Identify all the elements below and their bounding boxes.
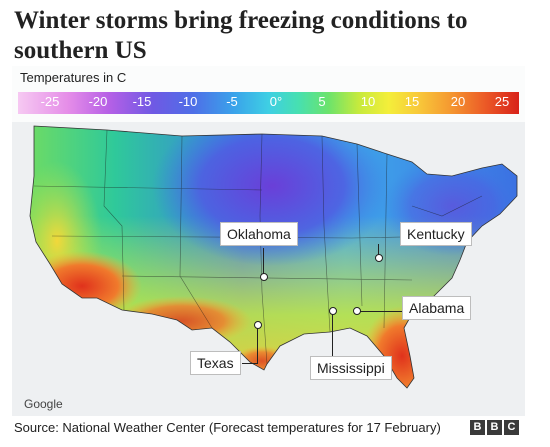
source-note: Source: National Weather Center (Forecas… — [14, 420, 441, 435]
label-texas: Texas — [190, 351, 241, 375]
kentucky-leader — [378, 244, 379, 258]
logo-letter: B — [470, 420, 485, 435]
legend-tick: 10 — [360, 94, 376, 109]
texas-marker — [254, 321, 262, 329]
texas-leader — [257, 326, 258, 364]
land-shape — [30, 126, 517, 388]
label-oklahoma: Oklahoma — [220, 222, 298, 246]
legend-tick: 25 — [494, 94, 510, 109]
logo-letter: C — [504, 420, 519, 435]
legend-title: Temperatures in C — [20, 70, 127, 85]
texas-leader — [242, 363, 258, 364]
bbc-logo: B B C — [470, 420, 519, 435]
legend-tick: -15 — [132, 94, 152, 109]
us-outline — [29, 125, 518, 389]
headline: Winter storms bring freezing conditions … — [14, 7, 468, 64]
label-kentucky: Kentucky — [400, 222, 472, 246]
alabama-leader — [356, 311, 402, 312]
temperature-legend: Temperatures in C -25 -20 -15 -10 -5 0° … — [12, 66, 525, 122]
legend-tick: -20 — [88, 94, 108, 109]
legend-tick: 5 — [318, 94, 326, 109]
alabama-marker — [353, 307, 361, 315]
legend-tick: 20 — [450, 94, 466, 109]
oklahoma-leader — [263, 248, 264, 275]
mississippi-leader — [332, 312, 333, 356]
label-mississippi: Mississippi — [310, 356, 392, 380]
label-alabama: Alabama — [402, 296, 472, 320]
mississippi-marker — [329, 307, 337, 315]
kentucky-marker — [375, 254, 383, 262]
legend-tick: -5 — [226, 94, 238, 109]
logo-letter: B — [487, 420, 502, 435]
temperature-map: Temperatures in C -25 -20 -15 -10 -5 0° … — [12, 66, 525, 416]
legend-tick: 15 — [404, 94, 420, 109]
map-attribution: Google — [24, 397, 63, 411]
legend-tick: 0° — [269, 94, 283, 109]
legend-tick: -25 — [40, 94, 60, 109]
legend-tick: -10 — [178, 94, 198, 109]
oklahoma-marker — [260, 273, 268, 281]
legend-color-bar — [18, 92, 519, 114]
